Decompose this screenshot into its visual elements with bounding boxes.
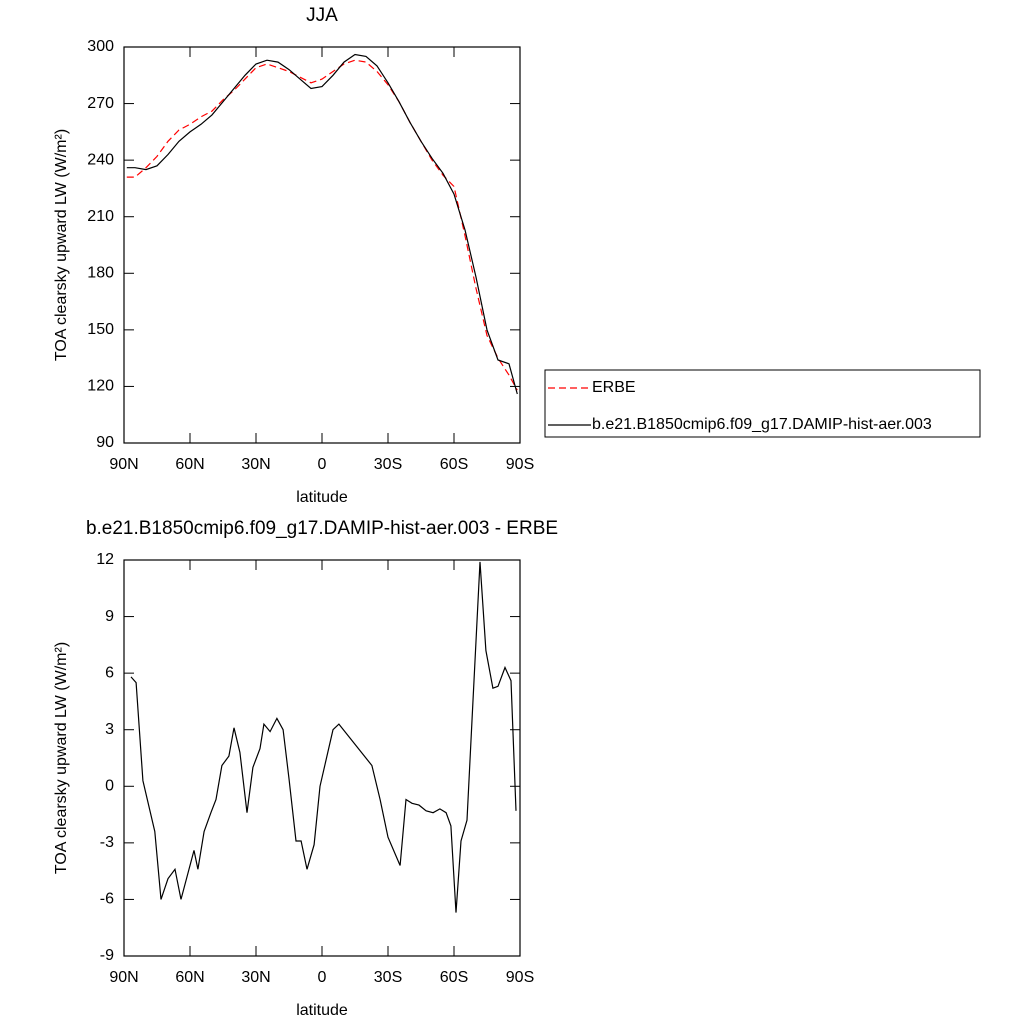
data-line [130, 561, 517, 913]
x-tick-label: 60S [440, 969, 468, 986]
data-line [126, 53, 518, 395]
x-tick-label: 30S [374, 969, 402, 986]
y-tick-label: 180 [87, 265, 114, 282]
x-tick-label: 30N [241, 969, 270, 986]
x-tick-label: 90N [109, 969, 138, 986]
y-tick-label: 270 [87, 95, 114, 112]
legend-label: b.e21.B1850cmip6.f09_g17.DAMIP-hist-aer.… [592, 416, 932, 433]
legend-label: ERBE [592, 379, 636, 396]
y-tick-label: 150 [87, 321, 114, 338]
y-tick-label: 12 [96, 551, 114, 568]
y-tick-label: 9 [105, 608, 114, 625]
y-axis-label: TOA clearsky upward LW (W/m²) [53, 642, 70, 874]
y-tick-label: 0 [105, 778, 114, 795]
x-tick-label: 60N [175, 456, 204, 473]
x-tick-label: 0 [318, 456, 327, 473]
plot-frame [123, 559, 521, 957]
y-tick-label: 6 [105, 664, 114, 681]
y-tick-label: 120 [87, 378, 114, 395]
x-tick-label: 30N [241, 456, 270, 473]
chart-title: b.e21.B1850cmip6.f09_g17.DAMIP-hist-aer.… [86, 518, 558, 539]
y-tick-label: 210 [87, 208, 114, 225]
y-tick-label: -9 [100, 947, 114, 964]
x-tick-label: 60N [175, 969, 204, 986]
plot-frame [123, 46, 521, 444]
chart-title: JJA [306, 5, 338, 26]
x-tick-label: 90S [506, 969, 534, 986]
x-tick-label: 0 [318, 969, 327, 986]
x-tick-label: 30S [374, 456, 402, 473]
y-tick-label: 240 [87, 151, 114, 168]
x-tick-label: 90S [506, 456, 534, 473]
y-axis-label: TOA clearsky upward LW (W/m²) [53, 129, 70, 361]
legend-box [544, 369, 981, 438]
y-tick-label: -3 [100, 834, 114, 851]
y-tick-label: 3 [105, 721, 114, 738]
x-axis-label: latitude [296, 489, 348, 506]
x-tick-label: 90N [109, 456, 138, 473]
y-tick-label: 300 [87, 38, 114, 55]
x-tick-label: 60S [440, 456, 468, 473]
y-tick-label: -6 [100, 891, 114, 908]
y-tick-label: 90 [96, 434, 114, 451]
data-line [126, 59, 518, 391]
x-axis-label: latitude [296, 1002, 348, 1019]
